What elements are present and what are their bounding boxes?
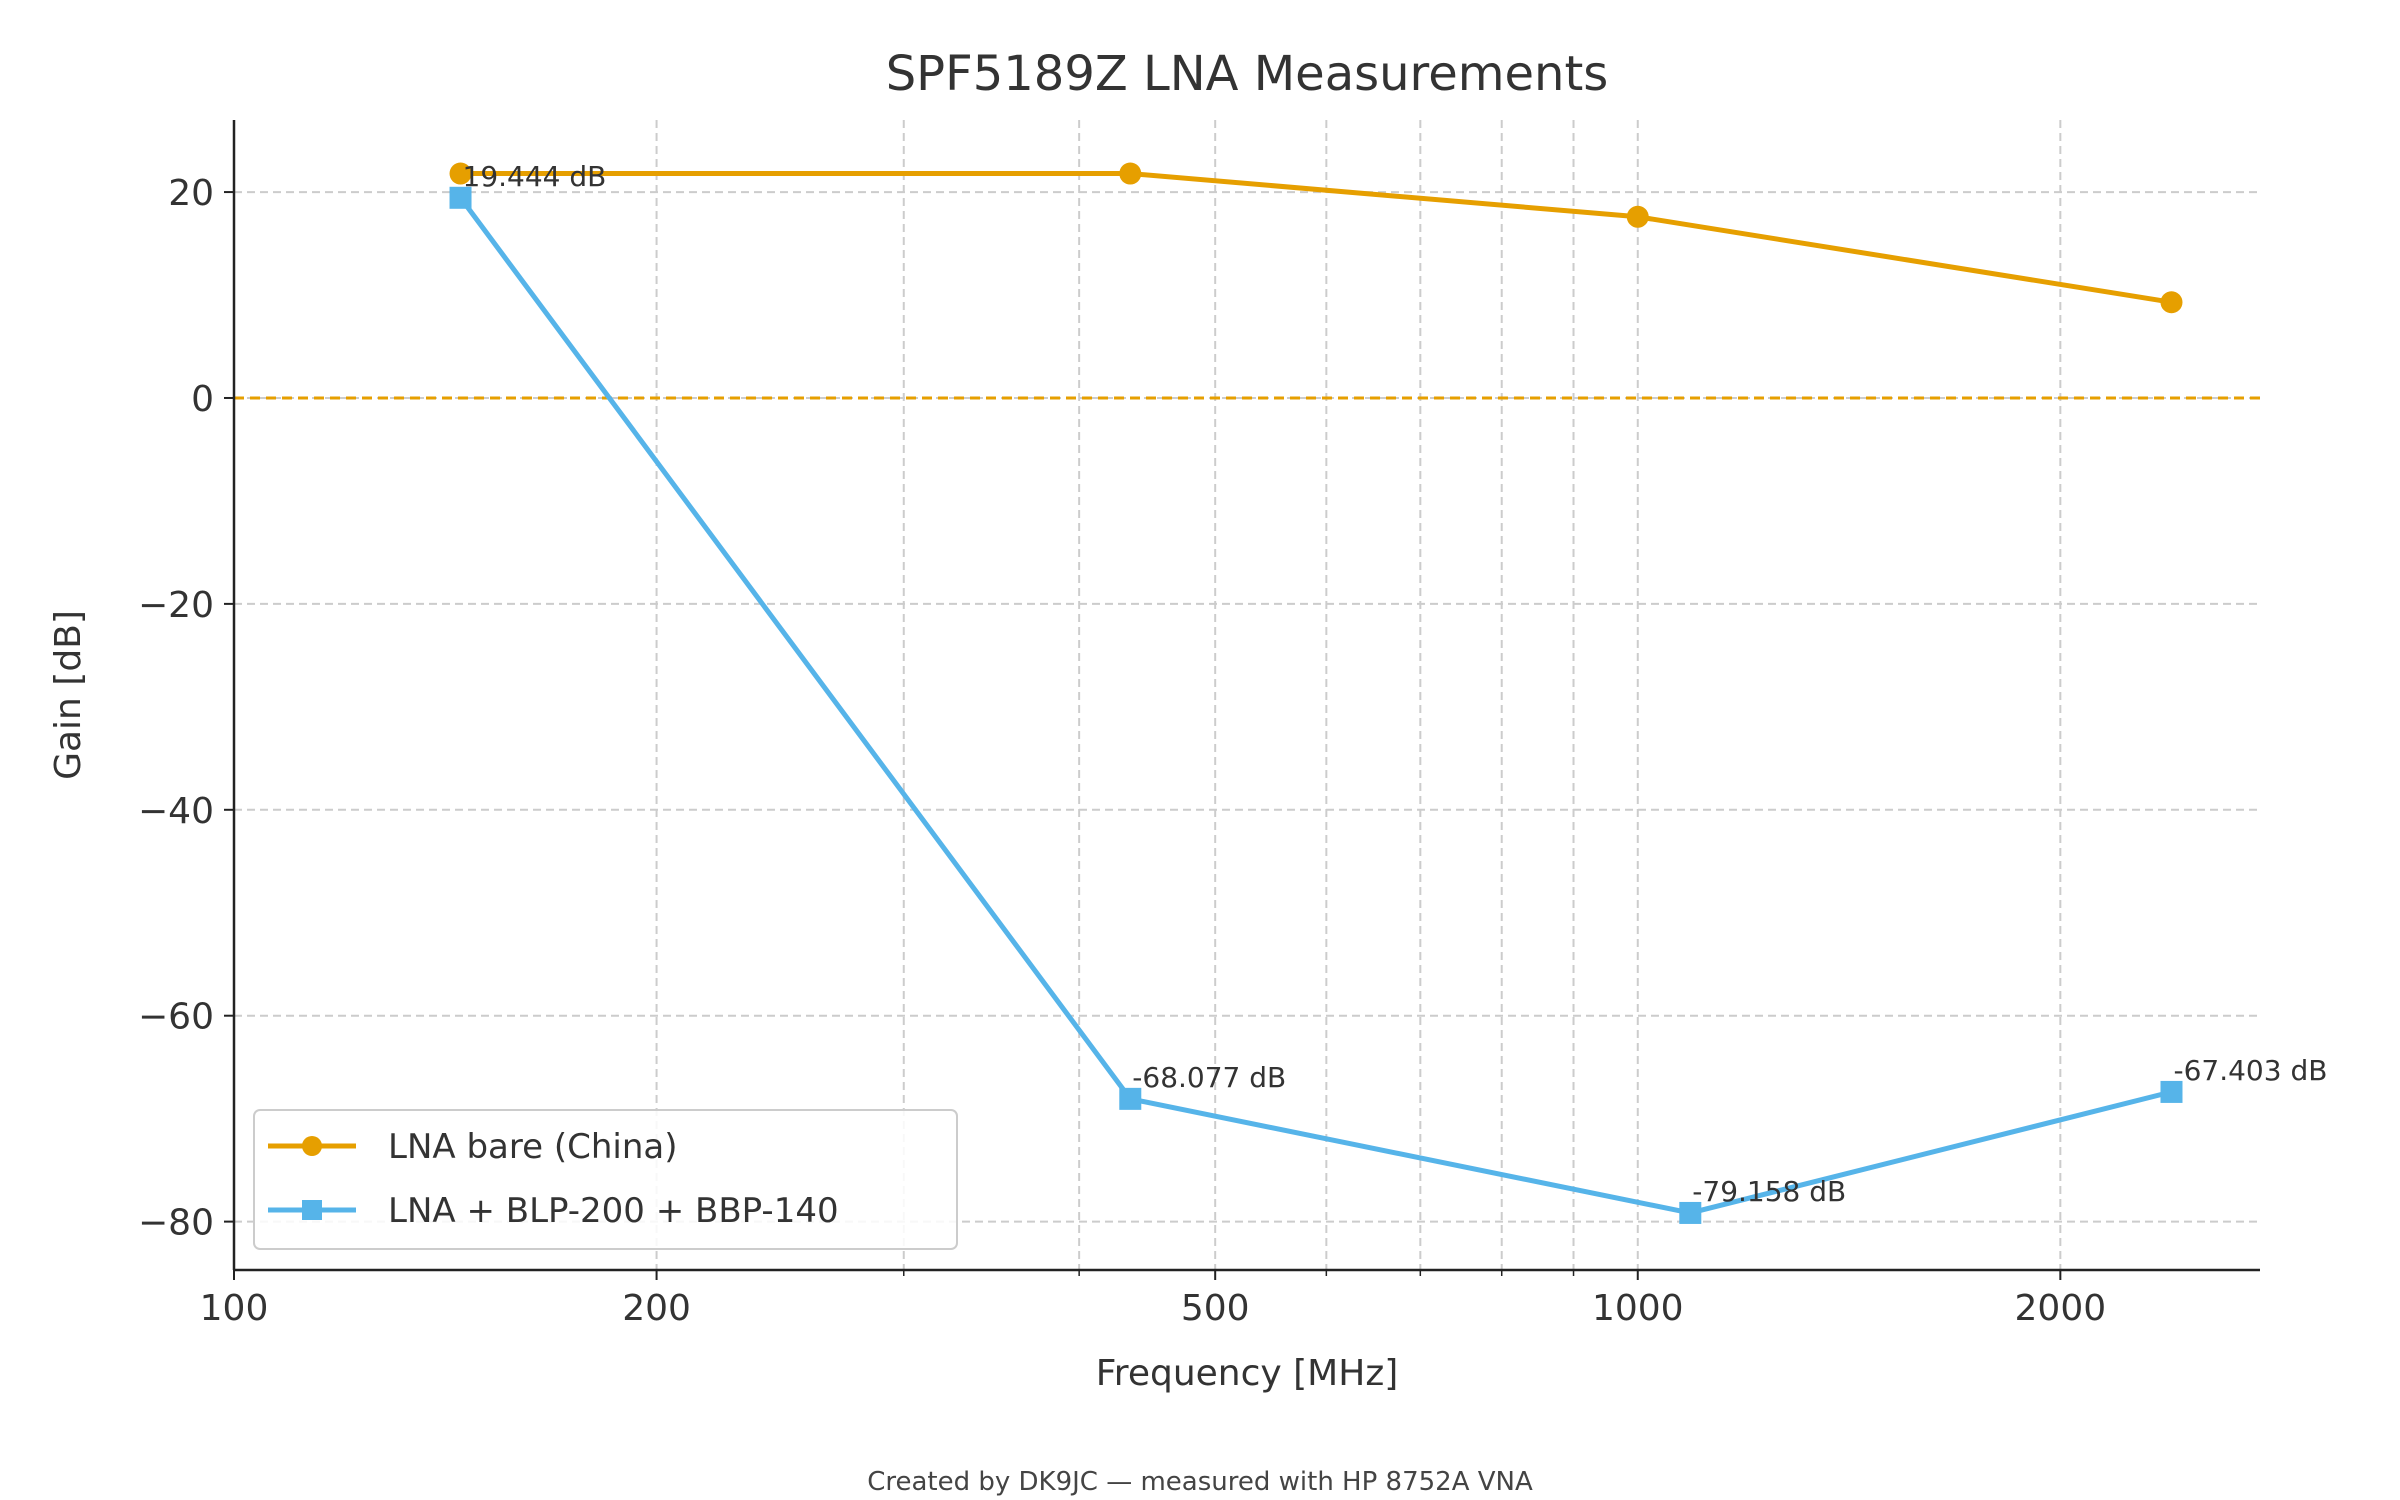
- y-tick-label: 0: [191, 379, 214, 420]
- x-tick-label: 2000: [2015, 1288, 2107, 1329]
- x-tick-label: 100: [200, 1288, 269, 1329]
- x-tick-label: 500: [1181, 1288, 1250, 1329]
- legend-marker-square: [302, 1200, 322, 1220]
- axes: [224, 120, 2260, 1280]
- data-point-circle: [1626, 205, 1649, 228]
- data-point-circle: [2160, 291, 2183, 314]
- data-point-square: [1679, 1201, 1702, 1224]
- x-tick-label: 200: [622, 1288, 691, 1329]
- data-point-square: [2160, 1080, 2183, 1103]
- data-label: -79.158 dB: [1692, 1175, 1846, 1208]
- footer-credit: Created by DK9JC — measured with HP 8752…: [867, 1467, 1533, 1497]
- y-tick-label: −60: [138, 997, 214, 1038]
- chart-title: SPF5189Z LNA Measurements: [886, 46, 1609, 102]
- data-point-circle: [449, 162, 472, 185]
- legend-label-bare: LNA bare (China): [388, 1127, 677, 1167]
- data-point-square: [1119, 1087, 1142, 1110]
- data-label: -67.403 dB: [2173, 1054, 2327, 1087]
- y-tick-label: −40: [138, 791, 214, 832]
- legend-label-filtered: LNA + BLP-200 + BBP-140: [388, 1191, 839, 1231]
- legend: LNA bare (China) LNA + BLP-200 + BBP-140: [253, 1109, 958, 1250]
- y-axis-label: Gain [dB]: [48, 610, 89, 780]
- data-label: 19.444 dB: [463, 160, 607, 193]
- legend-box: [253, 1109, 958, 1250]
- x-tick-label: 1000: [1592, 1288, 1684, 1329]
- legend-marker-circle: [302, 1136, 322, 1156]
- series-layer: 19.444 dB -68.077 dB -79.158 dB -67.403 dB: [449, 160, 2327, 1224]
- grid: [233, 120, 2260, 1270]
- series-line-0: [460, 171, 2172, 305]
- y-tick-label: 20: [168, 173, 214, 214]
- data-point-square: [449, 186, 472, 209]
- data-label: -68.077 dB: [1132, 1061, 1286, 1094]
- y-tick-label: −20: [138, 585, 214, 626]
- data-point-circle: [1119, 162, 1142, 185]
- x-axis-label: Frequency [MHz]: [1096, 1353, 1399, 1394]
- series-line-1: [458, 196, 2173, 1216]
- y-tick-label: −80: [138, 1203, 214, 1244]
